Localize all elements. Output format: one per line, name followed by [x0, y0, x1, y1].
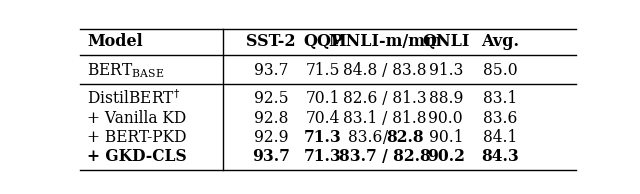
Text: 82.8: 82.8 [386, 129, 424, 146]
Text: SST-2: SST-2 [246, 33, 296, 50]
Text: 90.1: 90.1 [429, 129, 463, 146]
Text: 92.5: 92.5 [253, 90, 288, 107]
Text: 88.9: 88.9 [429, 90, 463, 107]
Text: 70.4: 70.4 [306, 110, 340, 127]
Text: 93.7: 93.7 [252, 148, 290, 165]
Text: 83.1 / 81.8: 83.1 / 81.8 [343, 110, 427, 127]
Text: 93.7: 93.7 [254, 62, 288, 79]
Text: 71.3: 71.3 [304, 148, 342, 165]
Text: 82.6 / 81.3: 82.6 / 81.3 [343, 90, 427, 107]
Text: + GKD-CLS: + GKD-CLS [88, 148, 187, 165]
Text: 70.1: 70.1 [306, 90, 340, 107]
Text: 83.1: 83.1 [483, 90, 518, 107]
Text: 71.3: 71.3 [304, 129, 342, 146]
Text: Avg.: Avg. [481, 33, 520, 50]
Text: + BERT-PKD: + BERT-PKD [88, 129, 187, 146]
Text: 90.2: 90.2 [427, 148, 465, 165]
Text: MNLI-m/mm: MNLI-m/mm [328, 33, 442, 50]
Text: 83.6: 83.6 [483, 110, 518, 127]
Text: 92.9: 92.9 [253, 129, 288, 146]
Text: QQP: QQP [303, 33, 343, 50]
Text: BERT$_{\mathregular{BASE}}$: BERT$_{\mathregular{BASE}}$ [88, 61, 164, 80]
Text: QNLI: QNLI [422, 33, 470, 50]
Text: 71.5: 71.5 [306, 62, 340, 79]
Text: /: / [378, 129, 392, 146]
Text: 84.3: 84.3 [481, 148, 519, 165]
Text: 90.0: 90.0 [429, 110, 463, 127]
Text: 83.7 / 82.8: 83.7 / 82.8 [339, 148, 431, 165]
Text: 85.0: 85.0 [483, 62, 518, 79]
Text: DistilBERT$^{\dagger}$: DistilBERT$^{\dagger}$ [88, 89, 181, 108]
Text: 83.6: 83.6 [348, 129, 383, 146]
Text: 84.1: 84.1 [483, 129, 518, 146]
Text: 84.8 / 83.8: 84.8 / 83.8 [343, 62, 427, 79]
Text: + Vanilla KD: + Vanilla KD [88, 110, 187, 127]
Text: Model: Model [88, 33, 143, 50]
Text: 91.3: 91.3 [429, 62, 463, 79]
Text: 92.8: 92.8 [254, 110, 288, 127]
